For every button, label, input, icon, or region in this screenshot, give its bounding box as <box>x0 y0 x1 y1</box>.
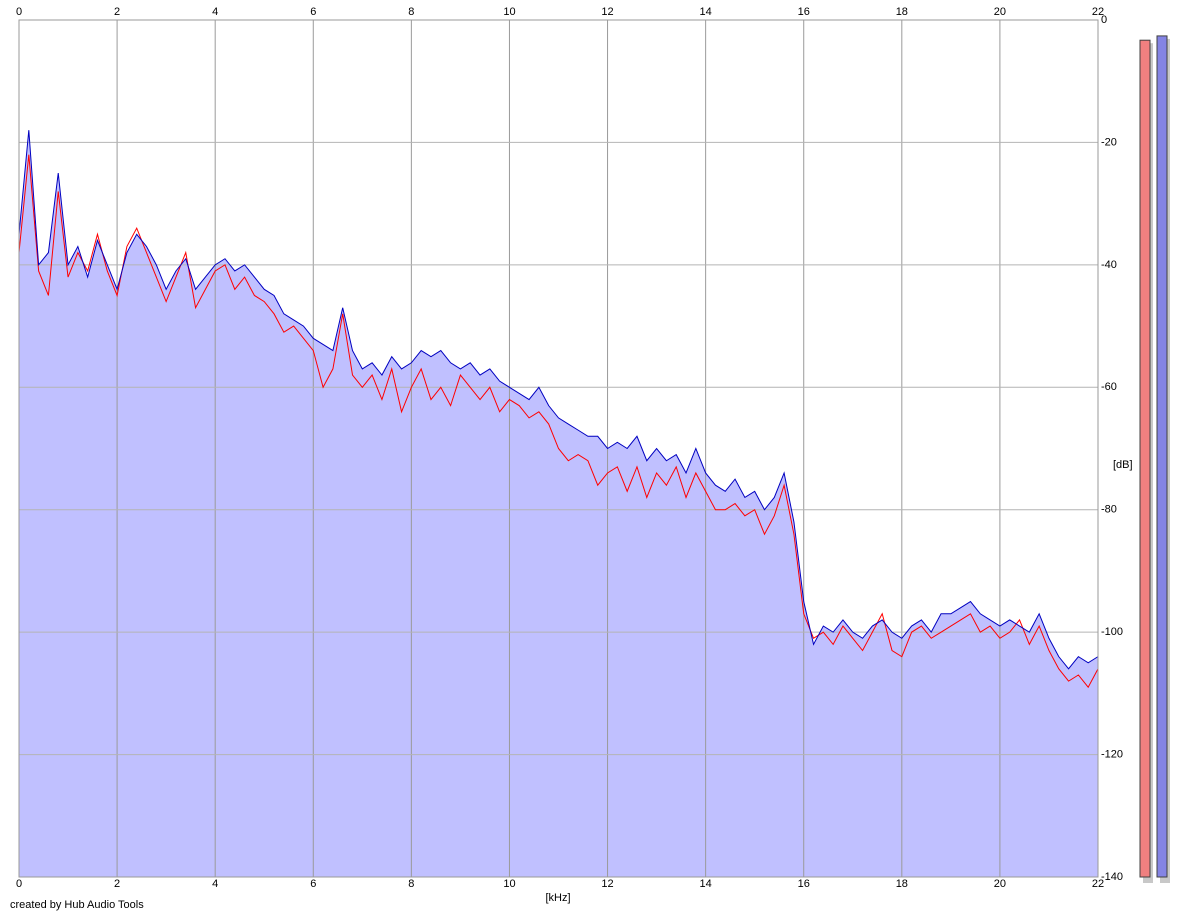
x-tick-label: 16 <box>798 878 810 890</box>
plot-frame <box>18 19 1099 878</box>
x-tick-label: 18 <box>896 6 908 18</box>
x-tick-label: 0 <box>16 6 22 18</box>
x-tick-label: 12 <box>601 6 613 18</box>
series-line <box>18 154 1099 689</box>
y-tick-label: -60 <box>1101 381 1117 393</box>
x-tick-label: 14 <box>700 878 712 890</box>
x-tick-label: 10 <box>503 878 515 890</box>
x-tick-label: 10 <box>503 6 515 18</box>
level-meter <box>1139 39 1151 878</box>
x-tick-label: 6 <box>310 6 316 18</box>
x-axis-label: [kHz] <box>545 892 570 904</box>
x-tick-label: 12 <box>601 878 613 890</box>
x-tick-label: 2 <box>114 878 120 890</box>
x-tick-label: 8 <box>408 6 414 18</box>
x-tick-label: 2 <box>114 6 120 18</box>
x-tick-label: 16 <box>798 6 810 18</box>
x-tick-label: 22 <box>1092 878 1104 890</box>
y-tick-label: -20 <box>1101 136 1117 148</box>
y-tick-label: 0 <box>1101 14 1107 26</box>
series-line <box>18 130 1099 670</box>
y-axis-label: [dB] <box>1113 459 1133 471</box>
x-tick-label: 22 <box>1092 6 1104 18</box>
x-tick-label: 20 <box>994 6 1006 18</box>
y-tick-label: -80 <box>1101 504 1117 516</box>
x-tick-label: 4 <box>212 878 218 890</box>
y-tick-label: -140 <box>1101 871 1123 883</box>
x-tick-label: 18 <box>896 878 908 890</box>
x-tick-label: 8 <box>408 878 414 890</box>
footer: created by Hub Audio Tools <box>10 899 144 911</box>
y-tick-label: -40 <box>1101 259 1117 271</box>
y-tick-label: -100 <box>1101 626 1123 638</box>
x-tick-label: 4 <box>212 6 218 18</box>
x-tick-label: 20 <box>994 878 1006 890</box>
x-tick-label: 0 <box>16 878 22 890</box>
area <box>19 130 1098 877</box>
x-tick-label: 14 <box>700 6 712 18</box>
level-meter <box>1156 35 1168 878</box>
y-tick-label: -120 <box>1101 748 1123 760</box>
x-tick-label: 6 <box>310 878 316 890</box>
